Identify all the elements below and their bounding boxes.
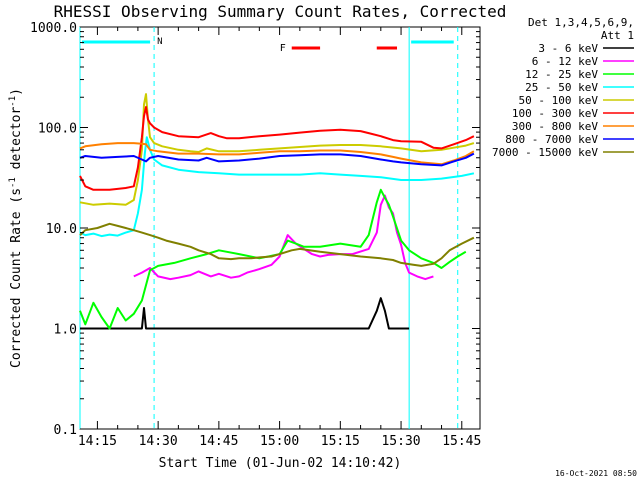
footer-date: 16-Oct-2021 08:50 (555, 469, 637, 478)
x-tick-label-6: 15:45 (442, 434, 481, 449)
chart-title: RHESSI Observing Summary Count Rates, Co… (54, 2, 507, 21)
x-tick-label-0: 14:15 (78, 434, 117, 449)
series-line-3 (79, 136, 475, 238)
legend-label-8: 7000 - 15000 keV (492, 146, 598, 159)
y-axis-title-end: ) (9, 88, 24, 96)
y-axis-title: Corrected Count Rate (s-1 detector-1) (8, 88, 24, 368)
y-axis-title-base: Corrected Count Rate (s (9, 188, 24, 368)
y-axis-title-sup2: -1 (8, 96, 18, 107)
flare-label: F (280, 43, 286, 54)
x-tick-label-5: 15:30 (381, 434, 420, 449)
series-line-0 (80, 297, 410, 330)
series-line-2 (79, 188, 467, 330)
legend-header-2: Att 1 (601, 29, 634, 42)
y-tick-label-3: 100.0 (38, 122, 77, 137)
series-line-5 (79, 106, 475, 191)
legend-label-0: 3 - 6 keV (538, 42, 598, 55)
x-tick-label-3: 15:00 (260, 434, 299, 449)
legend-header-1: Det 1,3,4,5,6,9, (528, 16, 634, 29)
legend-label-3: 25 - 50 keV (525, 81, 598, 94)
legend-label-5: 100 - 300 keV (512, 107, 598, 120)
series-line-8 (79, 222, 475, 267)
legend-label-6: 300 - 800 keV (512, 120, 598, 133)
x-tick-label-1: 14:30 (139, 434, 178, 449)
legend-label-7: 800 - 7000 keV (505, 133, 598, 146)
legend-label-1: 6 - 12 keV (532, 55, 599, 68)
series-line-6 (79, 142, 475, 166)
legend-label-2: 12 - 25 keV (525, 68, 598, 81)
y-tick-label-0: 0.1 (54, 423, 77, 438)
series-line-7 (79, 152, 475, 167)
y-axis-title-sup1: -1 (8, 177, 18, 188)
night-label: N (157, 37, 162, 47)
y-tick-label-4: 1000.0 (30, 21, 77, 36)
series-line-4 (79, 93, 475, 206)
y-axis-title-mid: detector (9, 107, 24, 178)
x-axis-title: Start Time (01-Jun-02 14:10:42) (159, 456, 402, 471)
x-tick-label-4: 15:15 (321, 434, 360, 449)
y-tick-label-2: 10.0 (46, 222, 77, 237)
legend-label-4: 50 - 100 keV (519, 94, 599, 107)
x-tick-label-2: 14:45 (199, 434, 238, 449)
y-tick-label-1: 1.0 (54, 323, 77, 338)
